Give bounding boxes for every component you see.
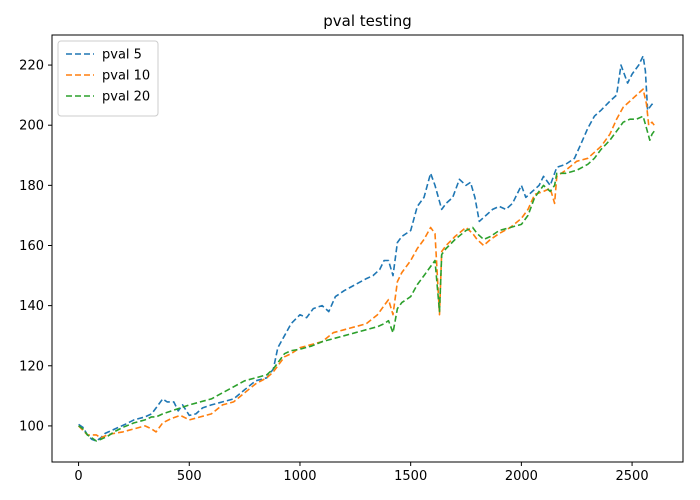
plot-lines	[78, 55, 655, 442]
x-tick-label: 2000	[505, 469, 538, 484]
chart-title: pval testing	[323, 12, 412, 30]
series-line-3	[78, 115, 655, 442]
series-line-1	[78, 55, 655, 442]
y-tick-label: 220	[19, 59, 44, 74]
y-tick-label: 180	[19, 179, 44, 194]
legend-box	[57, 40, 159, 117]
legend-label: pval 5	[102, 48, 142, 63]
x-tick-label: 0	[74, 469, 82, 484]
axes-frame	[51, 34, 684, 463]
series-line-2	[78, 88, 655, 439]
y-tick-label: 120	[19, 359, 44, 374]
y-tick-label: 100	[19, 419, 44, 434]
y-tick-label: 160	[19, 239, 44, 254]
y-axis: 100 120 140 160 180 200 220	[19, 59, 52, 434]
y-tick-label: 140	[19, 299, 44, 314]
legend-label: pval 20	[102, 90, 150, 105]
x-tick-label: 2500	[616, 469, 649, 484]
x-axis: 0 500 1000 1500 2000 2500	[74, 462, 649, 484]
legend: pval 5 pval 10 pval 20	[57, 40, 159, 117]
x-tick-label: 1000	[283, 469, 316, 484]
x-tick-label: 500	[177, 469, 202, 484]
x-tick-label: 1500	[394, 469, 427, 484]
y-tick-label: 200	[19, 119, 44, 134]
legend-label: pval 10	[102, 69, 150, 84]
